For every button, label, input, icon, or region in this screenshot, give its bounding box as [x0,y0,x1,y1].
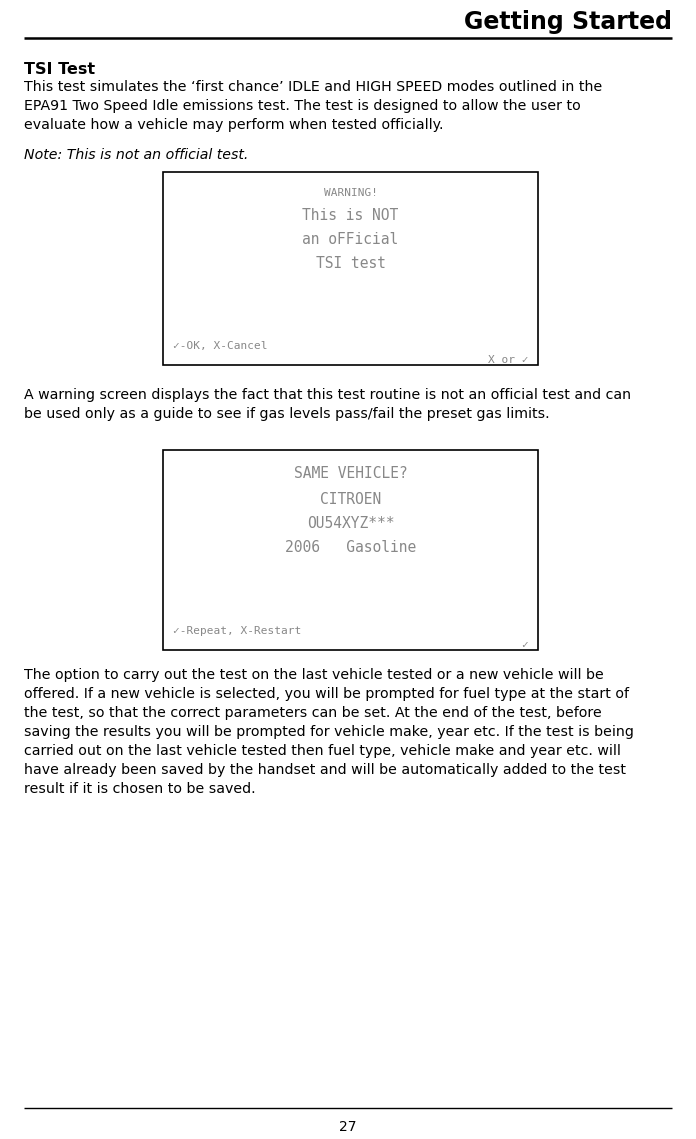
Text: TSI test: TSI test [315,256,386,271]
Text: 2006   Gasoline: 2006 Gasoline [285,540,416,555]
Text: A warning screen displays the fact that this test routine is not an official tes: A warning screen displays the fact that … [24,388,631,421]
Text: ✓: ✓ [521,640,528,650]
Text: Note: This is not an official test.: Note: This is not an official test. [24,148,248,162]
Text: CITROEN: CITROEN [320,492,381,507]
Text: ✓-Repeat, X-Restart: ✓-Repeat, X-Restart [173,626,301,636]
Text: an oFFicial: an oFFicial [302,232,399,247]
Text: This is NOT: This is NOT [302,208,399,223]
Text: 27: 27 [339,1120,357,1134]
Text: ✓-OK, X-Cancel: ✓-OK, X-Cancel [173,341,267,351]
Text: X or ✓: X or ✓ [487,355,528,364]
Bar [163,450,538,650]
Bar [163,172,538,364]
Text: OU54XYZ***: OU54XYZ*** [307,516,394,531]
Text: WARNING!: WARNING! [324,188,377,198]
Text: The option to carry out the test on the last vehicle tested or a new vehicle wil: The option to carry out the test on the … [24,667,634,796]
Text: This test simulates the ‘first chance’ IDLE and HIGH SPEED modes outlined in the: This test simulates the ‘first chance’ I… [24,80,602,132]
Text: Getting Started: Getting Started [464,10,672,34]
Text: SAME VEHICLE?: SAME VEHICLE? [294,466,407,481]
Text: TSI Test: TSI Test [24,62,95,77]
